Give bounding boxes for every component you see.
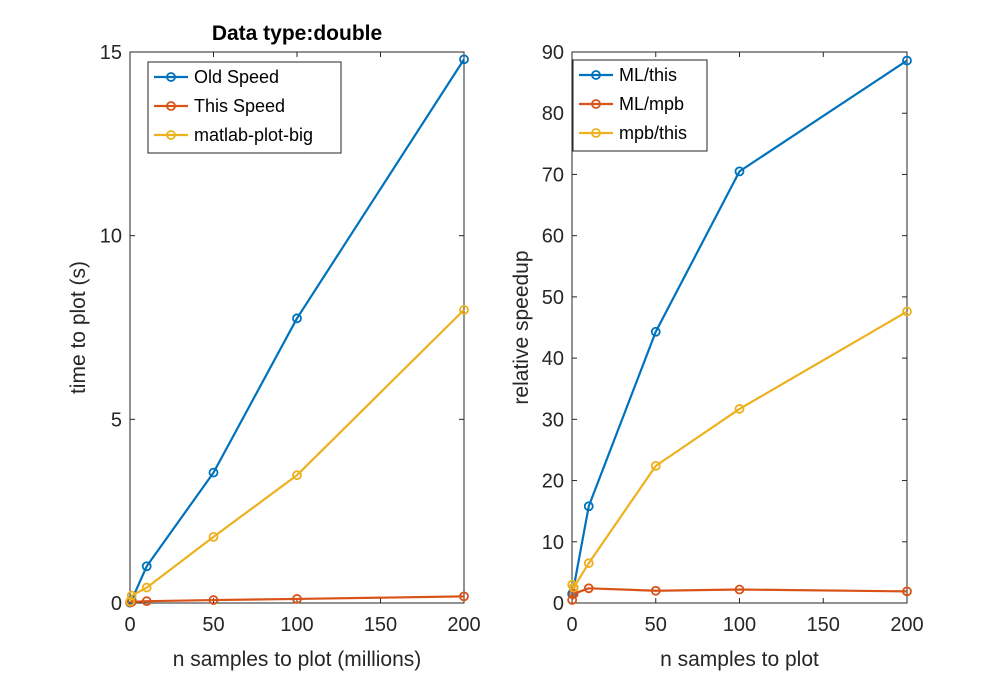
y-tick-label: 30: [542, 409, 564, 431]
data-point: [650, 326, 661, 337]
data-point: [459, 54, 469, 65]
y-tick-label: 5: [111, 409, 122, 431]
legend-label: mpb/this: [619, 123, 687, 143]
x-tick-label: 0: [124, 614, 135, 636]
data-point: [208, 467, 219, 478]
x-tick-label: 200: [890, 614, 923, 636]
data-point: [459, 304, 469, 315]
y-tick-label: 15: [100, 42, 122, 64]
x-tick-label: 150: [807, 614, 840, 636]
x-tick-label: 100: [280, 614, 313, 636]
y-axis-label: time to plot (s): [67, 261, 90, 394]
y-axis-label: relative speedup: [510, 250, 533, 404]
legend-label: ML/mpb: [619, 94, 684, 114]
legend-swatch-marker: [166, 130, 176, 140]
legend-label: matlab-plot-big: [194, 125, 313, 145]
data-point: [568, 588, 579, 599]
data-point: [568, 582, 579, 593]
data-point: [208, 595, 219, 605]
data-point: [459, 591, 469, 602]
data-point: [292, 313, 302, 324]
series-line-1: [571, 587, 908, 601]
y-tick-label: 10: [542, 532, 564, 554]
chart-relative-speedup: 0 50 100 150 200 0 10 20 30 40 50 60 70 80 90 n samples…: [510, 42, 924, 671]
x-tick-label: 50: [645, 614, 667, 636]
legend-label: This Speed: [194, 96, 285, 116]
series-line-2: [129, 309, 465, 602]
y-tick-label: 70: [542, 164, 564, 186]
data-point: [567, 595, 578, 605]
chart-title: Data type:double: [212, 22, 382, 45]
x-axis-label: n samples to plot (millions): [173, 648, 422, 671]
data-point: [292, 470, 302, 481]
chart-time-to-plot: 0 50 100 150 200 0 5 10 15 n samples to plot (mil…: [67, 22, 481, 671]
legend-swatch-marker: [591, 128, 601, 138]
x-axis-label: n samples to plot: [660, 648, 819, 671]
data-point: [141, 582, 152, 593]
data-point: [734, 584, 745, 595]
data-point: [902, 586, 912, 597]
legend-swatch-marker: [166, 101, 176, 111]
data-point: [902, 55, 912, 66]
series-line-1: [129, 595, 465, 604]
x-tick-label: 100: [723, 614, 756, 636]
data-point: [583, 558, 594, 569]
legend-swatch-marker: [591, 99, 601, 109]
y-tick-label: 90: [542, 42, 564, 64]
legend-swatch-marker: [166, 72, 176, 82]
y-tick-label: 60: [542, 226, 564, 248]
data-point: [902, 306, 912, 317]
data-point: [126, 590, 137, 601]
y-tick-label: 10: [100, 226, 122, 248]
legend-label: ML/this: [619, 65, 677, 85]
data-point: [125, 596, 136, 607]
y-tick-label: 80: [542, 103, 564, 125]
y-tick-label: 20: [542, 471, 564, 493]
data-point: [734, 166, 745, 177]
data-point: [141, 596, 152, 607]
data-point: [650, 585, 661, 596]
series-line-2: [571, 310, 908, 589]
y-tick-label: 50: [542, 287, 564, 309]
data-point: [141, 561, 152, 572]
legend-swatch-marker: [591, 70, 601, 80]
data-point: [208, 531, 219, 542]
x-tick-label: 200: [447, 614, 480, 636]
data-point: [734, 404, 745, 414]
x-tick-label: 150: [364, 614, 397, 636]
data-point: [583, 501, 594, 512]
y-tick-label: 0: [553, 593, 564, 615]
data-point: [650, 460, 661, 471]
data-point: [583, 583, 594, 594]
x-tick-label: 50: [202, 614, 224, 636]
legend-label: Old Speed: [194, 67, 279, 87]
y-tick-label: 40: [542, 348, 564, 370]
data-point: [292, 594, 302, 604]
y-tick-label: 0: [111, 593, 122, 615]
x-tick-label: 0: [566, 614, 577, 636]
